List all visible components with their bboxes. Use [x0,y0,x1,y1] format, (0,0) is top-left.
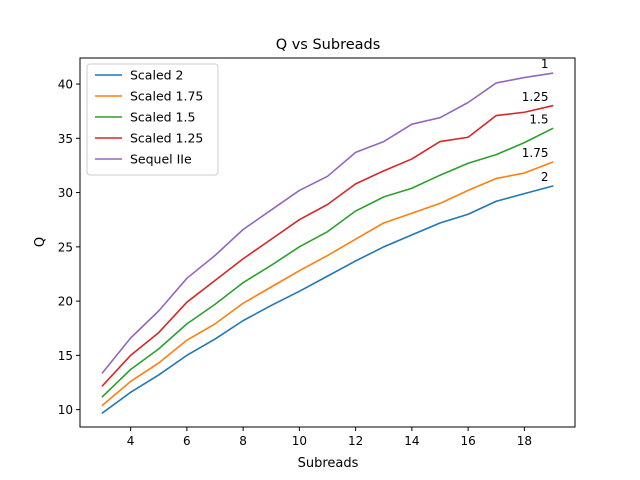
legend-label: Scaled 1.75 [130,89,203,104]
x-axis-label: Subreads [298,456,359,471]
series-line-4 [101,104,554,387]
x-tick-label: 6 [183,434,191,448]
series-end-label: 1.5 [529,113,548,127]
y-tick-label: 10 [58,403,73,417]
y-tick-label: 35 [58,132,73,146]
series-end-label: 1.75 [522,146,549,160]
y-tick-label: 20 [58,295,73,309]
x-tick-label: 12 [348,434,363,448]
plot-area: 4 6 8 10 12 14 16 18 10 15 20 25 30 35 40 2 1.75 1.5 1.25 1 [58,57,554,448]
x-tick-label: 10 [292,434,307,448]
series-line-1 [101,185,554,415]
x-tick-label: 4 [127,434,135,448]
y-tick-label: 40 [58,78,73,92]
x-tick-label: 8 [239,434,247,448]
legend-label: Scaled 1.25 [130,131,203,146]
legend-label: Sequel IIe [130,152,192,167]
y-tick-label: 15 [58,349,73,363]
y-axis-label: Q [33,237,48,247]
series-line-5 [101,72,554,374]
series-end-label: 2 [541,170,549,184]
legend-label: Scaled 1.5 [130,110,195,125]
x-tick-label: 16 [460,434,475,448]
y-tick-label: 25 [58,240,73,254]
legend: Scaled 2 Scaled 1.75 Scaled 1.5 Scaled 1.25… [86,63,219,176]
series-line-3 [101,127,554,398]
x-tick-label: 18 [517,434,532,448]
legend-label: Scaled 2 [130,68,184,83]
legend-box [86,63,219,176]
x-tick-label: 14 [404,434,419,448]
series-line-2 [101,161,554,407]
series-end-label: 1.25 [522,90,549,104]
axes-frame [79,57,576,428]
chart-title: Q vs Subreads [276,37,381,53]
series-end-label: 1 [541,57,549,71]
y-tick-label: 30 [58,186,73,200]
